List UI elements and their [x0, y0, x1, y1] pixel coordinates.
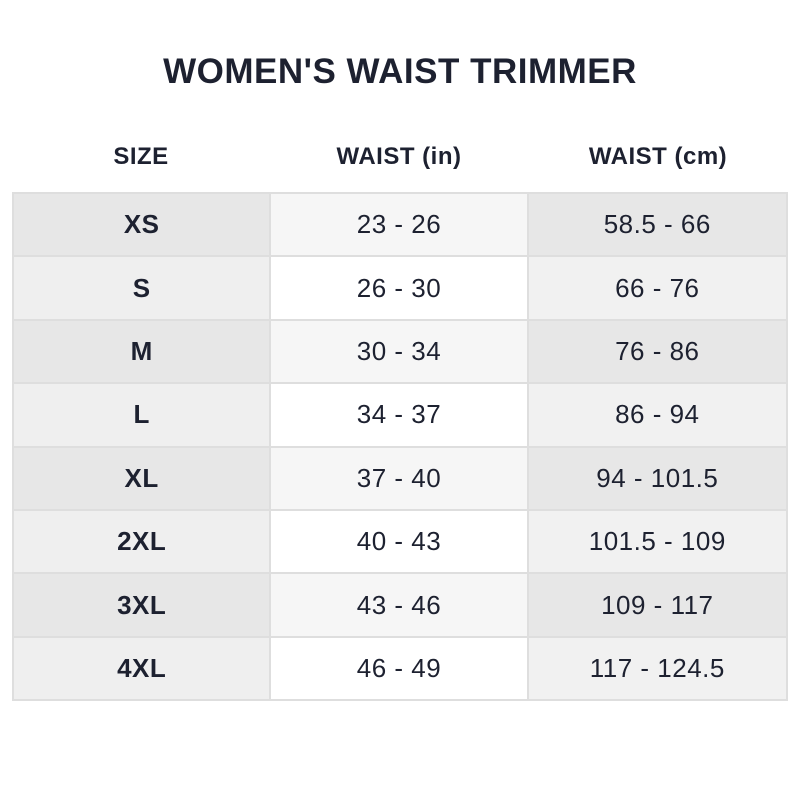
size-cell: XL: [11, 445, 272, 511]
waist-cm-cell: 76 - 86: [526, 318, 789, 385]
waist-cm-cell: 86 - 94: [526, 382, 789, 448]
table-row: XL 37 - 40 94 - 101.5: [11, 445, 789, 511]
waist-cm-cell: 101.5 - 109: [526, 508, 789, 575]
waist-cm-cell: 94 - 101.5: [526, 445, 789, 511]
table-row: M 30 - 34 76 - 86: [11, 318, 789, 385]
header-waist-cm: WAIST (cm): [588, 143, 728, 170]
table-header: SIZE WAIST (in) WAIST (cm): [12, 143, 788, 171]
table-row: 3XL 43 - 46 109 - 117: [11, 572, 789, 638]
page-title: WOMEN'S WAIST TRIMMER: [163, 52, 637, 91]
table-row: 4XL 46 - 49 117 - 124.5: [11, 635, 789, 702]
header-size: SIZE: [113, 143, 169, 170]
size-cell: M: [11, 318, 272, 385]
waist-in-cell: 34 - 37: [269, 382, 529, 448]
header-waist-in: WAIST (in): [336, 143, 462, 170]
size-cell: 3XL: [11, 572, 272, 638]
waist-in-cell: 23 - 26: [269, 191, 529, 258]
waist-cm-cell: 66 - 76: [526, 255, 789, 321]
waist-cm-cell: 117 - 124.5: [526, 635, 789, 702]
waist-in-cell: 40 - 43: [269, 508, 529, 575]
table-row: XS 23 - 26 58.5 - 66: [11, 191, 789, 258]
table-row: 2XL 40 - 43 101.5 - 109: [11, 508, 789, 575]
size-cell: XS: [11, 191, 272, 258]
waist-in-cell: 30 - 34: [269, 318, 529, 385]
size-cell: L: [11, 382, 272, 448]
size-cell: S: [11, 255, 272, 321]
waist-cm-cell: 58.5 - 66: [526, 191, 789, 258]
waist-cm-cell: 109 - 117: [526, 572, 789, 638]
waist-in-cell: 26 - 30: [269, 255, 529, 321]
table-row: S 26 - 30 66 - 76: [11, 255, 789, 321]
table-row: L 34 - 37 86 - 94: [11, 382, 789, 448]
size-cell: 4XL: [11, 635, 272, 702]
waist-in-cell: 46 - 49: [269, 635, 529, 702]
waist-in-cell: 43 - 46: [269, 572, 529, 638]
size-cell: 2XL: [11, 508, 272, 575]
size-chart-table: XS 23 - 26 58.5 - 66 S 26 - 30 66 - 76 M 30 - 3…: [11, 191, 789, 702]
waist-in-cell: 37 - 40: [269, 445, 529, 511]
